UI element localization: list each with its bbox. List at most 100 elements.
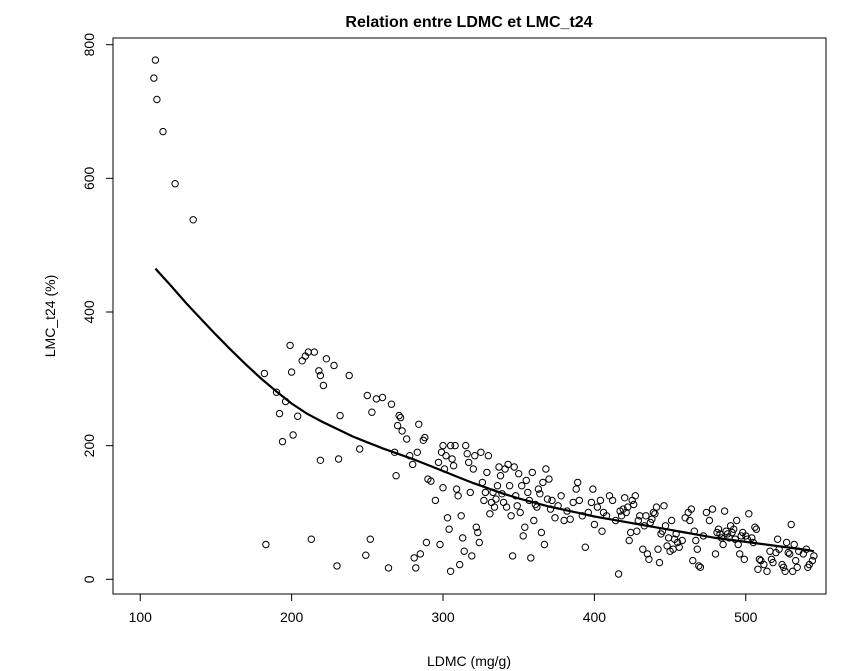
data-point (492, 495, 500, 503)
data-point (649, 508, 658, 517)
data-point (642, 512, 650, 520)
data-point (442, 452, 450, 460)
data-point (189, 216, 197, 224)
data-point (443, 514, 452, 522)
data-point (412, 564, 420, 572)
data-point (519, 532, 527, 540)
data-point (319, 381, 328, 390)
data-point (171, 180, 179, 188)
data-point (551, 514, 559, 522)
data-point (781, 567, 789, 575)
data-point (522, 476, 530, 485)
data-point (692, 536, 700, 545)
y-tick-label: 800 (81, 33, 97, 57)
data-point (628, 496, 636, 505)
data-point (528, 468, 536, 477)
data-point (315, 367, 323, 375)
data-point (719, 540, 727, 549)
data-point (705, 516, 714, 525)
data-point (631, 492, 639, 500)
data-point (451, 441, 459, 450)
data-point (622, 508, 630, 517)
data-point (779, 563, 788, 571)
data-point (446, 441, 455, 450)
data-point (560, 516, 568, 525)
data-point (372, 395, 381, 403)
data-point (515, 470, 523, 478)
data-point (736, 550, 744, 558)
data-point (481, 488, 490, 497)
data-point (648, 515, 656, 523)
data-point (471, 452, 479, 460)
data-point (730, 525, 738, 533)
data-point (413, 448, 421, 456)
data-point (150, 74, 158, 82)
data-point (548, 496, 556, 505)
data-point (651, 510, 659, 518)
data-point (427, 477, 435, 485)
data-point (403, 435, 411, 443)
data-point (286, 341, 294, 350)
data-point (363, 391, 371, 400)
data-point (153, 95, 161, 104)
data-point (502, 503, 511, 511)
data-point (723, 530, 732, 538)
data-point (575, 496, 583, 505)
data-point (686, 516, 694, 525)
data-point (446, 567, 455, 575)
data-point (708, 505, 717, 513)
data-point (465, 458, 473, 467)
data-point (751, 523, 759, 531)
data-point (310, 348, 318, 356)
data-point (589, 485, 597, 493)
data-point (574, 478, 582, 487)
data-point (527, 554, 535, 562)
data-point (733, 516, 741, 525)
data-point (716, 530, 724, 538)
x-tick-label: 400 (583, 609, 607, 625)
data-point (416, 550, 424, 558)
data-point (289, 431, 297, 439)
data-point (501, 465, 509, 473)
data-point (475, 538, 483, 547)
data-point (434, 458, 443, 467)
fit-curve (154, 267, 815, 553)
data-point (627, 528, 635, 537)
data-point (505, 482, 514, 490)
data-point (366, 535, 374, 543)
chart-title: Relation entre LDMC et LMC_t24 (345, 14, 592, 31)
data-point (437, 448, 446, 456)
data-point (786, 550, 794, 558)
data-point (534, 485, 543, 493)
data-point (477, 448, 485, 456)
data-point (664, 534, 673, 542)
data-point (695, 562, 703, 570)
data-point (542, 465, 550, 473)
data-point (521, 523, 529, 531)
data-point (745, 510, 753, 518)
data-point (333, 562, 341, 570)
data-point (518, 482, 526, 490)
data-point (557, 492, 565, 500)
data-point (754, 565, 762, 573)
data-point (702, 508, 711, 517)
data-point (422, 538, 431, 547)
data-point (392, 472, 400, 480)
data-point (490, 503, 499, 511)
data-point (605, 492, 614, 500)
data-point (643, 550, 652, 558)
data-point (516, 508, 524, 517)
data-point (436, 540, 444, 549)
data-point (689, 556, 697, 565)
data-point (737, 532, 745, 540)
data-point (782, 538, 791, 547)
data-point (763, 567, 771, 575)
data-point (287, 368, 296, 376)
data-point (675, 543, 683, 551)
data-point (720, 507, 729, 515)
data-point (687, 505, 695, 513)
data-point (645, 555, 653, 563)
data-point (415, 420, 423, 428)
data-point (495, 463, 503, 471)
data-point (410, 554, 418, 562)
